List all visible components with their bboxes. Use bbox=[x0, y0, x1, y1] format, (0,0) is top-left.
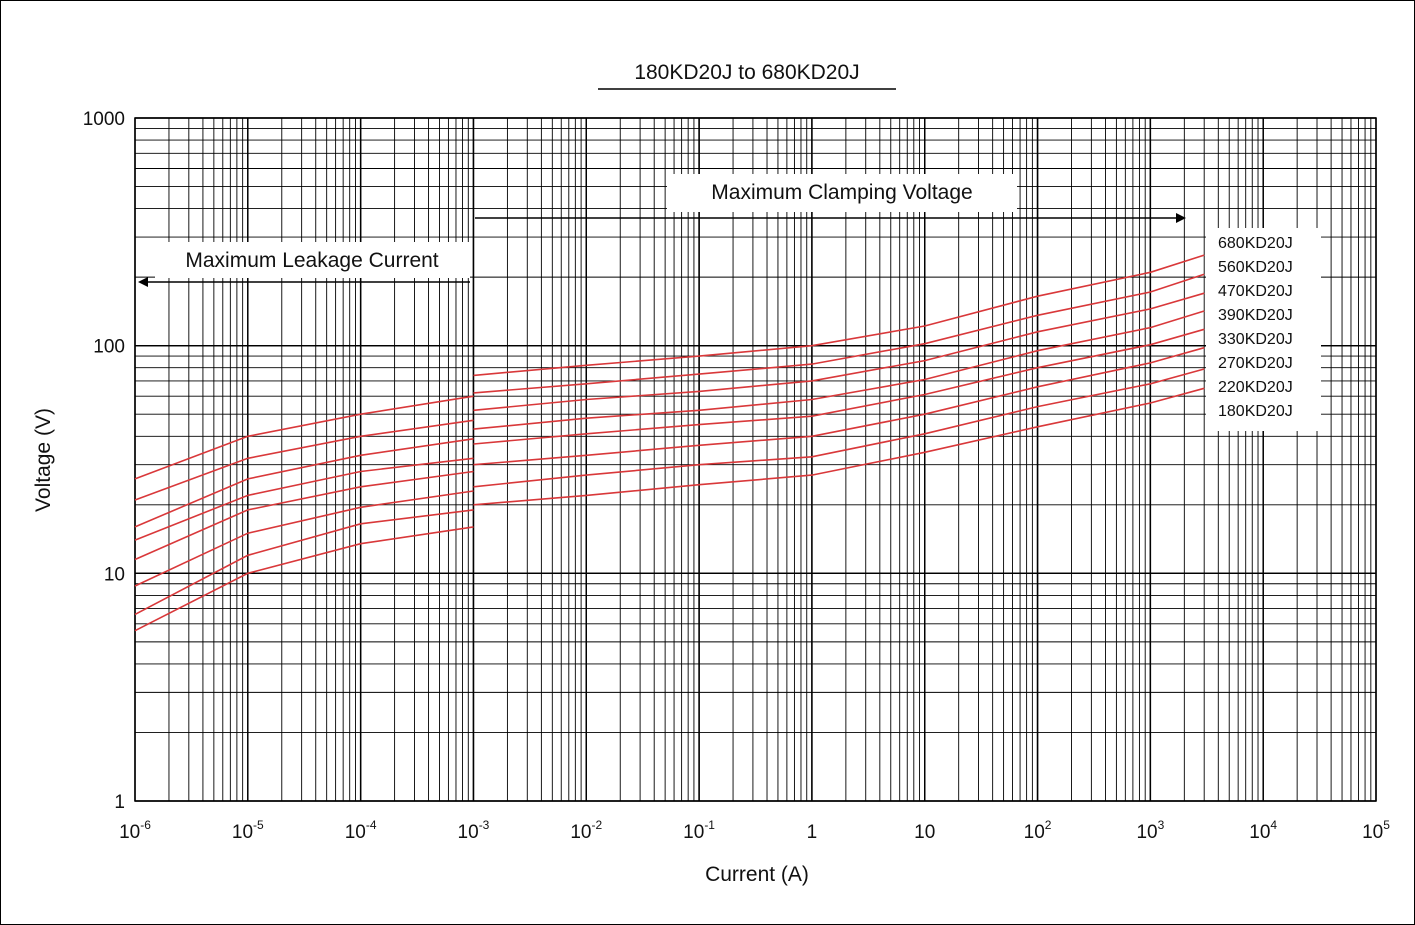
leakage-label: Maximum Leakage Current bbox=[185, 249, 438, 272]
legend-item: 560KD20J bbox=[1218, 259, 1293, 276]
x-tick-label: 10-3 bbox=[458, 818, 490, 843]
chart-title: 180KD20J to 680KD20J bbox=[634, 61, 859, 84]
leakage-arrow-head bbox=[138, 277, 148, 287]
clamping-curve bbox=[473, 273, 1205, 394]
series-390KD20J bbox=[134, 310, 1205, 541]
series-layer bbox=[134, 254, 1205, 632]
series-560KD20J bbox=[134, 273, 1205, 501]
grid-major bbox=[134, 117, 1377, 802]
clamping-curve bbox=[473, 387, 1205, 506]
x-tick-label: 10-1 bbox=[683, 818, 715, 843]
clamping-curve bbox=[473, 346, 1205, 466]
leakage-curve bbox=[134, 490, 474, 587]
series-220KD20J bbox=[134, 368, 1205, 616]
leakage-curve bbox=[134, 457, 474, 541]
x-tick-label: 1 bbox=[807, 822, 818, 843]
y-tick-label: 1000 bbox=[83, 109, 125, 130]
series-680KD20J bbox=[134, 254, 1205, 480]
leakage-curve bbox=[134, 438, 474, 528]
leakage-curve bbox=[134, 509, 474, 616]
series-470KD20J bbox=[134, 292, 1205, 528]
x-tick-label: 105 bbox=[1362, 818, 1390, 843]
x-tick-label: 10-5 bbox=[232, 818, 264, 843]
x-tick-label: 103 bbox=[1136, 818, 1164, 843]
clamping-curve bbox=[473, 254, 1205, 377]
leakage-annotation: Maximum Leakage Current bbox=[138, 242, 470, 287]
y-tick-label: 100 bbox=[93, 337, 125, 358]
y-tick-label: 1 bbox=[114, 792, 125, 813]
series-270KD20J bbox=[134, 346, 1205, 587]
clamping-curve bbox=[473, 328, 1205, 445]
legend-item: 330KD20J bbox=[1218, 331, 1293, 348]
y-axis-label: Voltage (V) bbox=[32, 408, 55, 512]
clamping-curve bbox=[473, 310, 1205, 430]
legend-item: 220KD20J bbox=[1218, 379, 1293, 396]
x-tick-label: 102 bbox=[1024, 818, 1052, 843]
clamping-curve bbox=[473, 368, 1205, 488]
legend-bg bbox=[1206, 228, 1321, 431]
clamping-label-bg bbox=[667, 174, 1017, 212]
clamping-arrow-head bbox=[1176, 213, 1186, 223]
leakage-curve bbox=[134, 419, 474, 501]
x-tick-labels: 10-6 10-5 10-4 10-3 10-2 10-1 1 10 102 103 104 105 bbox=[119, 818, 1390, 843]
leakage-curve bbox=[134, 470, 474, 561]
legend: 680KD20J 560KD20J 470KD20J 390KD20J 330KD20J… bbox=[1206, 228, 1321, 431]
x-tick-label: 104 bbox=[1249, 818, 1277, 843]
leakage-label-bg bbox=[155, 242, 470, 278]
clamping-annotation: Maximum Clamping Voltage bbox=[475, 174, 1186, 223]
plot-border bbox=[134, 117, 1377, 802]
legend-item: 270KD20J bbox=[1218, 355, 1293, 372]
legend-item: 180KD20J bbox=[1218, 403, 1293, 420]
series-180KD20J bbox=[134, 387, 1205, 632]
x-tick-label: 10 bbox=[914, 822, 935, 843]
y-tick-labels: 1 10 100 1000 bbox=[83, 109, 125, 813]
legend-item: 680KD20J bbox=[1218, 235, 1293, 252]
legend-item: 390KD20J bbox=[1218, 307, 1293, 324]
clamping-label: Maximum Clamping Voltage bbox=[711, 181, 972, 204]
y-tick-label: 10 bbox=[104, 564, 125, 585]
leakage-curve bbox=[134, 395, 474, 480]
grid-minor bbox=[135, 118, 1376, 801]
legend-item: 470KD20J bbox=[1218, 283, 1293, 300]
x-axis-label: Current (A) bbox=[705, 863, 809, 886]
x-tick-label: 10-6 bbox=[119, 818, 151, 843]
x-tick-label: 10-2 bbox=[570, 818, 602, 843]
x-tick-label: 10-4 bbox=[345, 818, 377, 843]
leakage-curve bbox=[134, 526, 474, 632]
series-330KD20J bbox=[134, 328, 1205, 561]
clamping-curve bbox=[473, 292, 1205, 412]
